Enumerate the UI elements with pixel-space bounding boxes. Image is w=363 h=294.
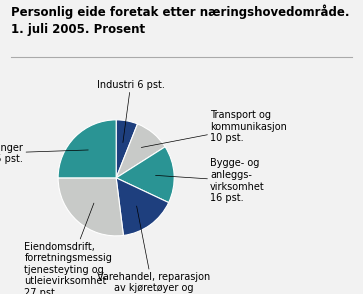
Text: Eiendomsdrift,
forretningsmessig
tjenesteyting og
utleievirksomhet
27 pst.: Eiendomsdrift, forretningsmessig tjenest…	[24, 203, 113, 294]
Text: Andre næringer
25 pst.: Andre næringer 25 pst.	[0, 143, 88, 164]
Text: Transport og
kommunikasjon
10 pst.: Transport og kommunikasjon 10 pst.	[141, 110, 287, 148]
Wedge shape	[58, 120, 116, 178]
Wedge shape	[58, 178, 123, 236]
Text: Industri 6 pst.: Industri 6 pst.	[97, 80, 164, 143]
Text: Varehandel, reparasjon
av kjøretøyer og
husholdningsapparater
16 pst.: Varehandel, reparasjon av kjøretøyer og …	[97, 206, 211, 294]
Wedge shape	[116, 147, 174, 203]
Text: Bygge- og
anleggs-
virksomhet
16 pst.: Bygge- og anleggs- virksomhet 16 pst.	[155, 158, 265, 203]
Wedge shape	[116, 124, 165, 178]
Text: Personlig eide foretak etter næringshovedområde.
1. juli 2005. Prosent: Personlig eide foretak etter næringshove…	[11, 4, 350, 36]
Wedge shape	[116, 120, 138, 178]
Wedge shape	[116, 178, 169, 235]
